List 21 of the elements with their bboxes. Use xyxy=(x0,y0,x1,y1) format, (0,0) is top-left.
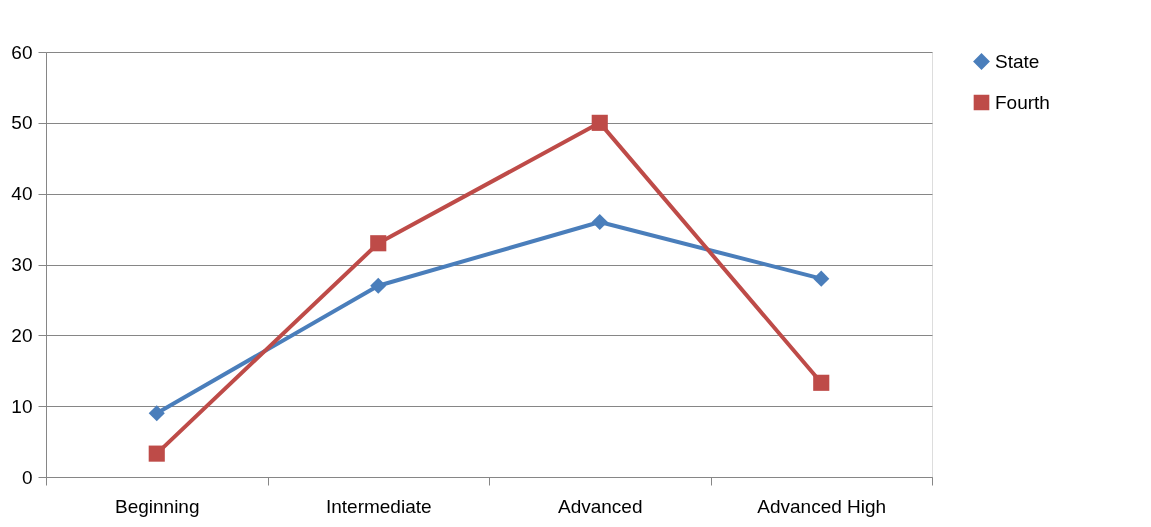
point xyxy=(370,277,387,294)
x-tick-label: Intermediate xyxy=(325,495,432,517)
point xyxy=(591,213,608,231)
point xyxy=(148,445,165,462)
point xyxy=(813,270,830,287)
y-tick-label: 20 xyxy=(11,324,33,346)
y-tick-label: 30 xyxy=(11,254,33,275)
point xyxy=(813,374,830,391)
point xyxy=(370,235,387,252)
y-tick-label: 40 xyxy=(11,183,33,205)
y-tick-label: 10 xyxy=(11,395,33,417)
point xyxy=(591,114,608,131)
legend-label: Fourth xyxy=(995,91,1050,113)
x-tick-label: Advanced High xyxy=(757,495,887,517)
y-tick-label: 50 xyxy=(11,112,33,134)
x-tick-label: Advanced xyxy=(557,495,643,517)
y-tick-label: 0 xyxy=(21,466,33,488)
legend-label: State xyxy=(995,50,1040,72)
x-tick-label: Beginning xyxy=(114,495,200,517)
point xyxy=(148,405,165,422)
y-tick-label: 60 xyxy=(11,41,33,63)
